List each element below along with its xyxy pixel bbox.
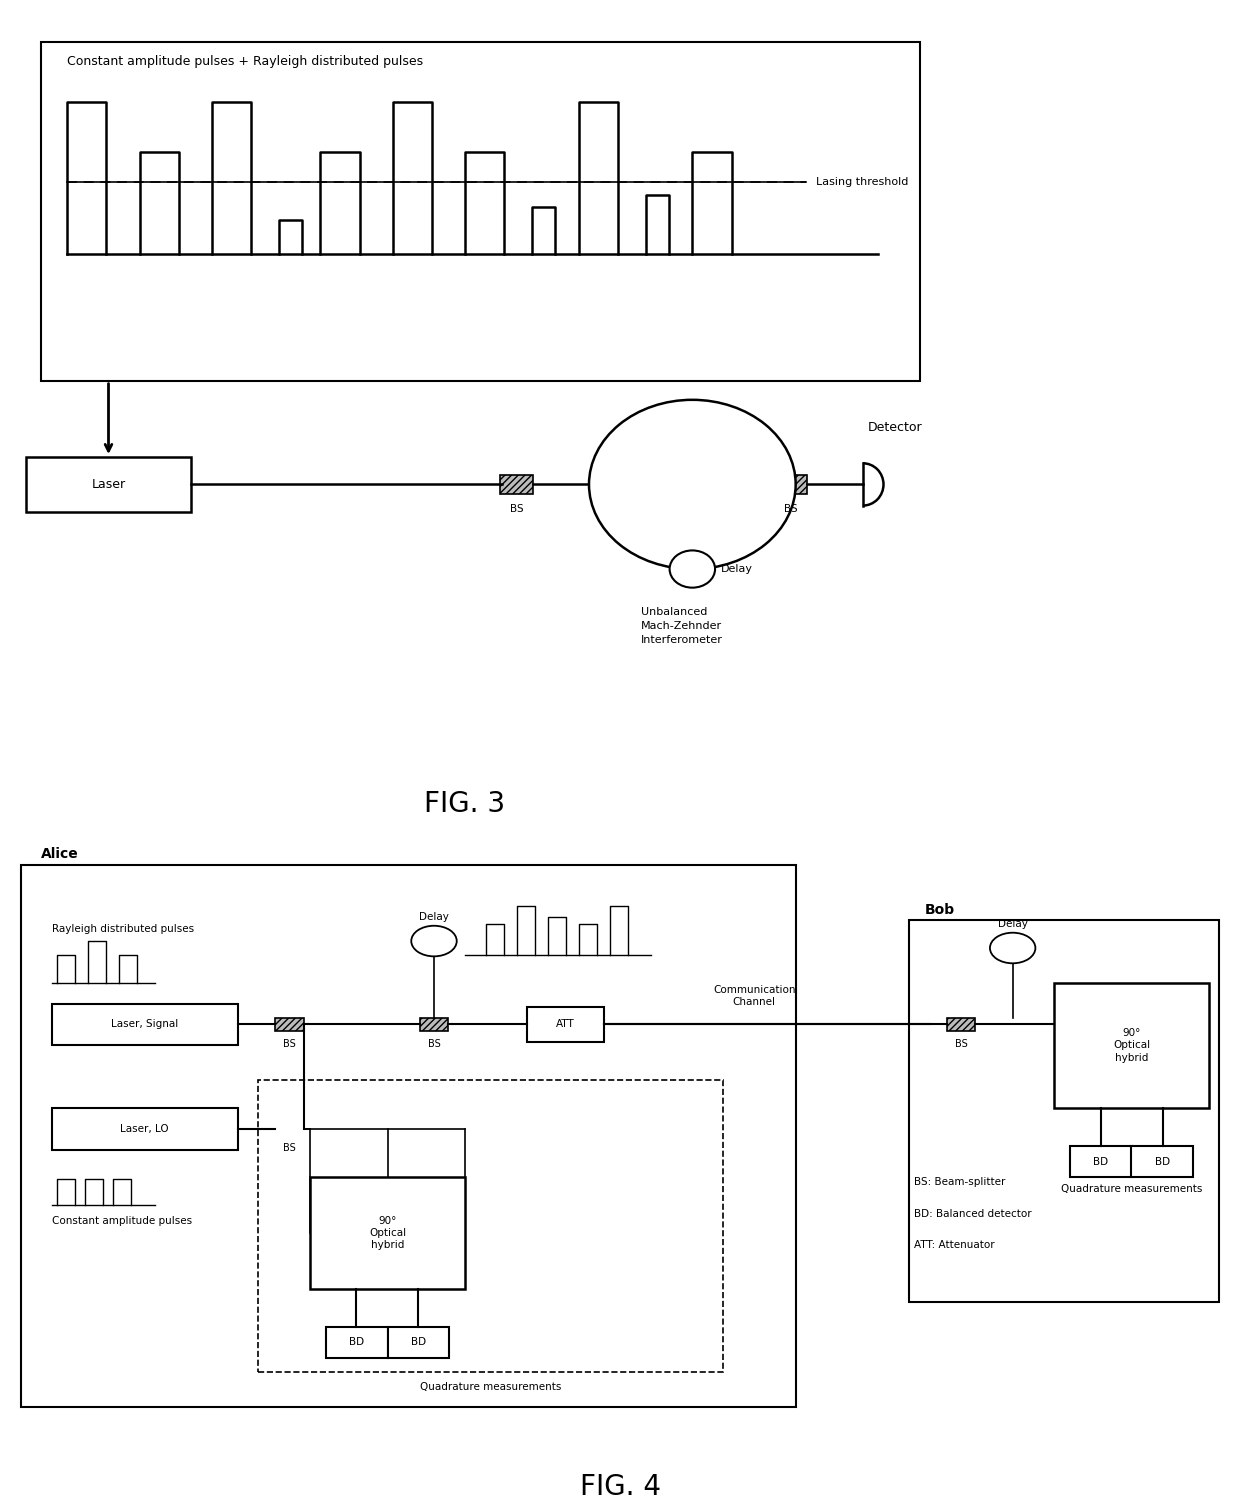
Bar: [310, 1177, 465, 1289]
Text: Unbalanced
Mach-Zehnder
Interferometer: Unbalanced Mach-Zehnder Interferometer: [641, 607, 723, 645]
Text: Laser, LO: Laser, LO: [120, 1124, 169, 1133]
Text: Lasing threshold: Lasing threshold: [816, 177, 909, 187]
Circle shape: [412, 926, 456, 956]
Bar: [527, 1006, 604, 1041]
Bar: [21, 864, 796, 1407]
Text: BS: BS: [428, 1040, 440, 1049]
Circle shape: [990, 932, 1035, 964]
Text: BS: BS: [283, 1040, 295, 1049]
Text: BS: BS: [784, 503, 797, 514]
Text: FIG. 3: FIG. 3: [424, 790, 506, 817]
Circle shape: [670, 550, 715, 588]
Text: FIG. 4: FIG. 4: [579, 1473, 661, 1500]
Circle shape: [589, 400, 796, 570]
Bar: [1069, 1145, 1131, 1177]
Bar: [275, 1123, 304, 1135]
Bar: [946, 1018, 976, 1031]
Bar: [41, 42, 920, 381]
Text: Delay: Delay: [998, 919, 1028, 929]
Text: Rayleigh distributed pulses: Rayleigh distributed pulses: [52, 925, 193, 934]
Bar: [52, 1108, 238, 1150]
Bar: [52, 1003, 238, 1046]
Text: Delay: Delay: [419, 911, 449, 922]
Text: Detector: Detector: [868, 420, 923, 434]
Bar: [275, 1018, 304, 1031]
Text: BS: BS: [510, 503, 523, 514]
Bar: [258, 1080, 723, 1372]
Text: Delay: Delay: [722, 564, 753, 574]
Text: Alice: Alice: [41, 848, 79, 861]
Text: 90°
Optical
hybrid: 90° Optical hybrid: [1114, 1027, 1149, 1062]
Text: Laser, Signal: Laser, Signal: [112, 1020, 179, 1029]
Text: Constant amplitude pulses + Rayleigh distributed pulses: Constant amplitude pulses + Rayleigh dis…: [67, 54, 423, 68]
Text: BS: BS: [283, 1144, 295, 1153]
Text: Quadrature measurements: Quadrature measurements: [420, 1383, 562, 1393]
Bar: [387, 1327, 449, 1358]
Bar: [909, 920, 1219, 1302]
Text: BS: BS: [955, 1040, 967, 1049]
Bar: [325, 1327, 387, 1358]
Bar: [1131, 1145, 1193, 1177]
Text: Laser: Laser: [92, 477, 125, 491]
Text: BS: Beam-splitter: BS: Beam-splitter: [914, 1177, 1006, 1188]
Bar: [1054, 982, 1209, 1108]
Text: BD: Balanced detector: BD: Balanced detector: [914, 1209, 1032, 1219]
Text: BD: BD: [348, 1337, 365, 1348]
Bar: [774, 474, 807, 494]
Text: ATT: Attenuator: ATT: Attenuator: [914, 1241, 996, 1250]
Text: Quadrature measurements: Quadrature measurements: [1060, 1185, 1203, 1194]
Text: BD: BD: [410, 1337, 427, 1348]
Text: ATT: ATT: [557, 1020, 575, 1029]
Text: Constant amplitude pulses: Constant amplitude pulses: [52, 1215, 192, 1225]
Bar: [500, 474, 533, 494]
Text: Bob: Bob: [925, 902, 955, 917]
Text: Communication
Channel: Communication Channel: [713, 985, 796, 1006]
Text: BD: BD: [1092, 1157, 1109, 1166]
Bar: [26, 456, 191, 512]
Text: 90°
Optical
hybrid: 90° Optical hybrid: [370, 1215, 405, 1251]
Bar: [419, 1018, 449, 1031]
Text: BD: BD: [1154, 1157, 1171, 1166]
